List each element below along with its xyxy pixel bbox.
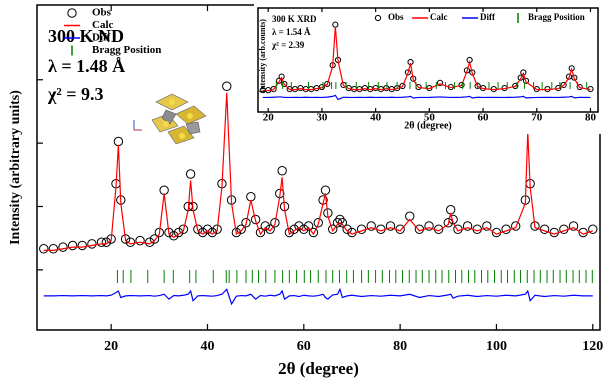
- x-axis-title: 2θ (degree): [278, 359, 359, 378]
- obs-point: [49, 245, 57, 253]
- x-tick-label: 120: [582, 339, 603, 354]
- obs-point: [88, 240, 96, 248]
- legend-label: Diff: [92, 32, 111, 44]
- chart: 20 40 60 80 100 120 2θ (degree) Intensity (arbi…: [0, 0, 609, 383]
- obs-point: [321, 186, 329, 194]
- x-tick-label: 20: [104, 339, 118, 354]
- x-tick-label: 60: [478, 112, 490, 124]
- obs-point: [40, 245, 48, 253]
- obs-point: [186, 170, 194, 178]
- obs-point: [78, 241, 86, 249]
- obs-point: [97, 238, 105, 246]
- obs-point: [223, 82, 231, 90]
- legend-label: Obs: [388, 12, 404, 22]
- obs-point: [160, 186, 168, 194]
- obs-point: [396, 225, 404, 233]
- obs-point: [377, 225, 385, 233]
- series-line: [44, 289, 593, 304]
- obs-point: [415, 225, 423, 233]
- x-tick-label: 70: [531, 112, 543, 124]
- obs-point: [114, 137, 122, 145]
- annotation: 300 K XRD: [272, 14, 317, 24]
- legend-label: Obs: [92, 7, 112, 19]
- y-axis-title: Intensity (arbitrary units): [8, 90, 23, 245]
- x-tick-label: 80: [585, 112, 597, 124]
- y-axis-title: Intensity (arb.counts): [258, 19, 267, 93]
- annotation: χ² = 9.3: [47, 84, 103, 104]
- obs-point: [136, 236, 144, 244]
- x-axis-title: 2θ (degree): [404, 120, 452, 131]
- legend-label: Calc: [92, 19, 114, 31]
- obs-point: [550, 228, 558, 236]
- annotation: χ² = 2.39: [271, 40, 305, 50]
- x-tick-label: 80: [393, 339, 407, 354]
- legend-label: Calc: [430, 12, 448, 22]
- obs-point: [447, 206, 455, 214]
- obs-point: [59, 243, 67, 251]
- legend-label: Bragg Position: [92, 44, 161, 56]
- legend-marker: [68, 9, 76, 17]
- legend-label: Diff: [480, 12, 496, 22]
- annotation: λ = 1.48 Å: [48, 56, 125, 76]
- x-tick-label: 100: [486, 339, 507, 354]
- legend-label: Bragg Position: [528, 12, 585, 22]
- obs-point: [68, 241, 76, 249]
- obs-point: [473, 225, 481, 233]
- x-tick-label: 40: [200, 339, 214, 354]
- obs-point: [247, 193, 255, 201]
- crystal-structure: [134, 94, 206, 144]
- annotation: λ = 1.54 Å: [272, 27, 311, 37]
- x-tick-label: 60: [297, 339, 311, 354]
- x-tick-label: 40: [370, 112, 382, 124]
- obs-point: [278, 167, 286, 175]
- x-tick-label: 30: [316, 112, 328, 124]
- x-tick-label: 20: [263, 112, 275, 124]
